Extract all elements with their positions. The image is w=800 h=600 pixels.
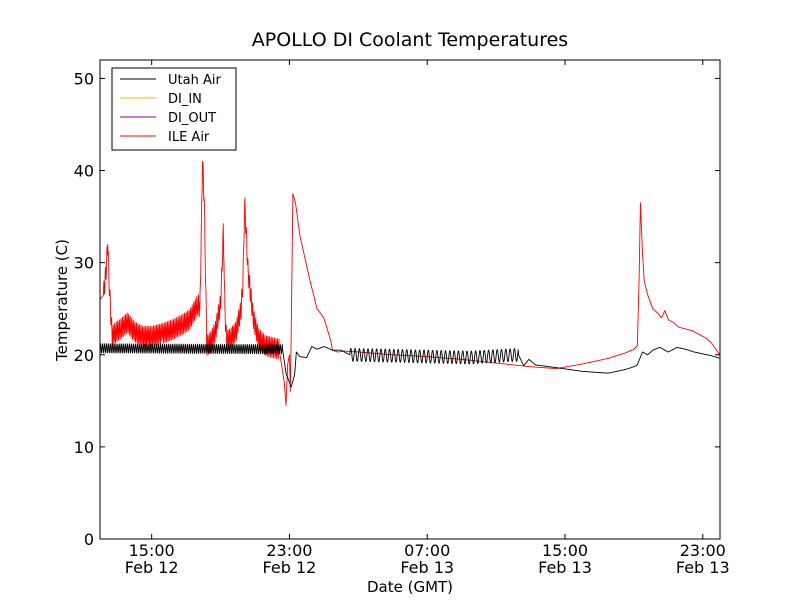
x-tick-label-date: Feb 12 [263,558,317,577]
y-tick-label: 10 [74,438,94,457]
legend: Utah Air DI_IN DI_OUT ILE Air [111,67,237,151]
legend-label: Utah Air [168,73,221,88]
chart-title: APOLLO DI Coolant Temperatures [252,29,568,51]
legend-label: DI_OUT [168,111,216,126]
x-tick-label-time: 15:00 [129,541,175,560]
y-tick-label: 50 [74,69,94,88]
x-tick-label-date: Feb 12 [125,558,179,577]
legend-label: ILE Air [168,130,210,145]
x-tick-label-time: 23:00 [266,541,312,560]
x-tick-label-date: Feb 13 [676,558,730,577]
y-tick-label: 20 [74,346,94,365]
x-tick-label-time: 15:00 [542,541,588,560]
x-tick-label-date: Feb 13 [538,558,592,577]
series-layer [100,160,720,406]
series-line-utah-air [100,343,720,388]
x-tick-label-time: 07:00 [404,541,450,560]
plot-frame [99,59,721,540]
x-axis-label: Date (GMT) [367,578,453,596]
y-tick-label: 40 [74,162,94,181]
y-axis-label: Temperature (C) [53,239,71,362]
x-tick-label-date: Feb 13 [400,558,454,577]
series-line-ile-air [100,160,720,406]
legend-label: DI_IN [168,92,202,107]
y-tick-label: 0 [84,530,94,549]
y-tick-label: 30 [74,254,94,273]
x-tick-label-time: 23:00 [680,541,726,560]
